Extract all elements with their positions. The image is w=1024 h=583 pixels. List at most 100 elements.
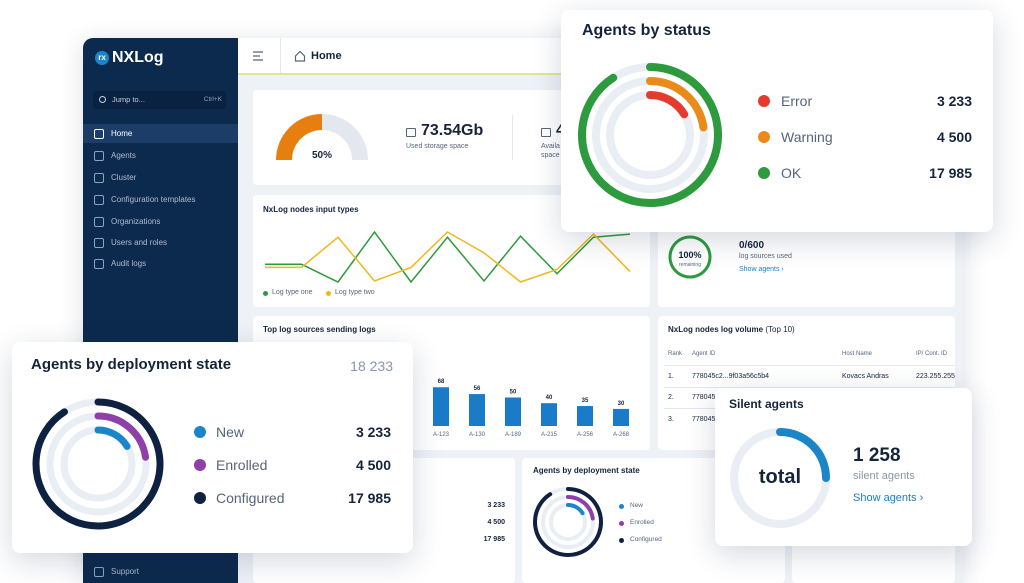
sources-used: 0/600 — [739, 240, 765, 251]
legend-swatch — [758, 131, 770, 143]
legend-swatch — [263, 291, 268, 296]
legend-label: New — [630, 502, 644, 509]
cell: Kovacs Andras — [842, 373, 889, 380]
cell: 778045c2...9f03a56c5b4 — [692, 373, 770, 380]
legend-label: OK — [781, 165, 802, 181]
cell: 2. — [668, 394, 674, 401]
available-storage: 4 — [556, 122, 565, 140]
legend-label: Error — [781, 93, 813, 109]
total: 18 233 — [350, 358, 393, 374]
legend-value: 3 233 — [355, 424, 391, 440]
used-caption: Used storage space — [406, 143, 469, 150]
legend-label: New — [216, 424, 245, 440]
nav-item[interactable]: Audit logs — [111, 259, 147, 268]
nav-item[interactable]: Users and roles — [111, 238, 168, 247]
search-icon — [99, 96, 106, 103]
used-storage: 73.54Gb — [421, 122, 484, 139]
status-value: 3 233 — [487, 502, 505, 509]
legend-value: 4 500 — [355, 457, 391, 473]
legend-swatch — [758, 95, 770, 107]
status-value: 17 985 — [483, 536, 505, 543]
legend-label: Warning — [781, 129, 833, 145]
column-header: Rank — [668, 351, 683, 357]
nav-item[interactable]: Organizations — [111, 217, 161, 226]
page-title: Home — [311, 50, 342, 62]
logo: rx — [95, 51, 109, 65]
brand: NXLog — [112, 49, 164, 66]
available-caption: space — [541, 152, 560, 159]
legend-swatch — [194, 426, 206, 438]
remaining-caption: remaining — [679, 262, 701, 268]
silent-caption: silent agents — [853, 470, 915, 482]
shortcut: Ctrl+K — [203, 96, 222, 103]
support-link[interactable]: Support — [111, 567, 140, 576]
available-caption: Availa — [541, 143, 560, 150]
nav-icon — [94, 217, 104, 227]
storage-icon — [541, 128, 551, 137]
show-agents-link[interactable]: Show agents › — [853, 492, 924, 504]
table-note: (Top 10) — [765, 325, 795, 334]
cell: 778045 — [692, 416, 716, 423]
nav-icon — [94, 238, 104, 248]
nav-icon — [94, 567, 104, 577]
status-overlay — [561, 10, 993, 232]
remaining-label: 100% — [678, 250, 702, 260]
column-header: Host Name — [842, 351, 873, 357]
card-title: NxLog nodes input types — [263, 205, 359, 214]
nav-item[interactable]: Agents — [111, 151, 136, 160]
column-header: IP/ Cont. ID — [916, 351, 948, 357]
legend-value: 17 985 — [929, 165, 972, 181]
search-box[interactable] — [93, 91, 226, 109]
nav-icon — [94, 129, 104, 139]
nav-active — [83, 124, 238, 143]
legend-swatch — [326, 291, 331, 296]
silent-count: 1 258 — [853, 445, 901, 466]
card-title: Agents by deployment state — [533, 466, 640, 475]
search-placeholder: Jump to... — [112, 95, 145, 104]
sources-caption: log sources used — [739, 253, 792, 260]
cell: 3. — [668, 416, 674, 423]
overlay-title: Agents by deployment state — [31, 356, 232, 373]
legend-label[interactable]: Log type one — [272, 289, 313, 296]
row-divider — [664, 387, 955, 388]
nav-icon — [94, 195, 104, 205]
row-divider — [664, 365, 955, 366]
legend-swatch — [758, 167, 770, 179]
divider — [280, 38, 281, 73]
legend-label: Configured — [216, 490, 285, 506]
show-agents-link[interactable]: Show agents › — [739, 266, 784, 273]
status-value: 4 500 — [487, 519, 505, 526]
legend-swatch — [194, 492, 206, 504]
storage-icon — [406, 128, 416, 137]
cell: 778045 — [692, 394, 716, 401]
legend-swatch — [194, 459, 206, 471]
nav-item[interactable]: Cluster — [111, 173, 137, 182]
legend-swatch — [619, 521, 624, 526]
legend-swatch — [619, 504, 624, 509]
nav-item[interactable]: Configuration templates — [111, 195, 196, 204]
legend-label: Enrolled — [630, 519, 654, 526]
menu-icon[interactable] — [252, 50, 266, 62]
table-title: NxLog nodes log volume — [668, 325, 764, 334]
legend-label[interactable]: Log type two — [335, 289, 375, 296]
divider — [512, 115, 513, 160]
legend-label: Enrolled — [216, 457, 268, 473]
cell: 1. — [668, 373, 674, 380]
legend-swatch — [619, 538, 624, 543]
card-title: Top log sources sending logs — [263, 325, 376, 334]
column-header: Agent ID — [692, 351, 716, 357]
overlay-title: Agents by status — [582, 22, 711, 39]
home-icon — [294, 50, 306, 62]
legend-value: 4 500 — [936, 129, 972, 145]
overlay-title: Silent agents — [729, 397, 804, 411]
legend-label: Configured — [630, 536, 662, 543]
nav-icon — [94, 173, 104, 183]
legend-value: 3 233 — [936, 93, 972, 109]
card-title: NxLog nodes log volume (Top 10) — [668, 325, 795, 334]
cell: 223.255.255 — [916, 373, 955, 380]
ring-center: total — [758, 466, 802, 488]
nav-item[interactable]: Home — [111, 129, 133, 138]
nav-icon — [94, 259, 104, 269]
legend-value: 17 985 — [348, 490, 391, 506]
